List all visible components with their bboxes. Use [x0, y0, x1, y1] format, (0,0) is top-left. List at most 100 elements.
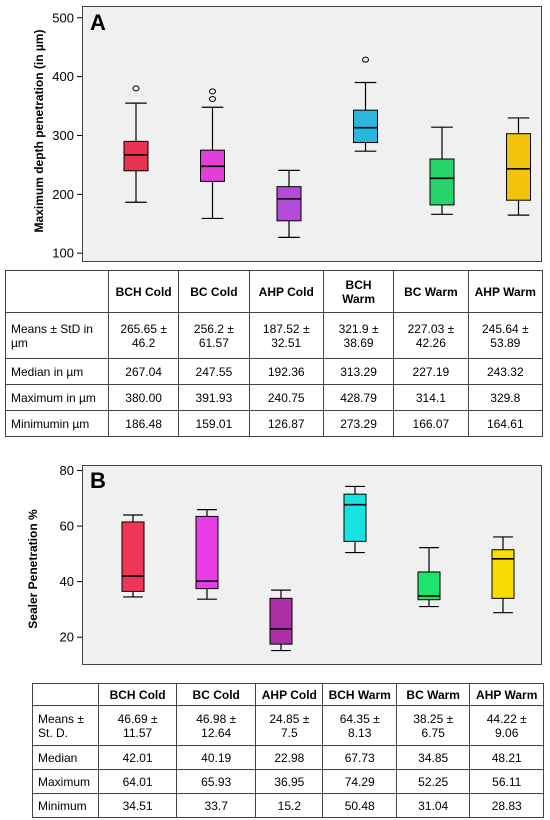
table-cell: 28.83 [469, 793, 544, 818]
row-label: Means ± StD in µm [5, 312, 109, 359]
table-b-header-cell: AHP Warm [469, 683, 544, 706]
box-ahp-warm [506, 133, 531, 201]
table-cell: 313.29 [322, 358, 395, 385]
table-cell: 227.03 ± 42.26 [393, 312, 469, 359]
table-cell: 227.19 [393, 358, 469, 385]
table-a-header-cell: BCH Cold [107, 270, 180, 313]
table-cell: 40.19 [176, 745, 257, 770]
table-a: BCH Cold BC Cold AHP Cold BCH Warm BC Wa… [5, 270, 544, 437]
table-cell: 391.93 [178, 384, 250, 411]
table-cell: 34.51 [97, 793, 178, 818]
table-row: Maximum 64.01 65.93 36.95 74.29 52.25 56… [32, 769, 544, 794]
table-cell: 48.21 [469, 745, 544, 770]
table-cell: 31.04 [395, 793, 471, 818]
table-cell: 44.22 ± 9.06 [469, 705, 544, 746]
table-cell: 33.7 [176, 793, 257, 818]
table-b-header-cell [32, 683, 99, 706]
box-bch-cold [121, 521, 145, 592]
outlier-point [209, 95, 216, 102]
table-a-header-cell: AHP Warm [467, 270, 544, 313]
table-cell: 267.04 [107, 358, 180, 385]
outlier-point [209, 88, 216, 95]
table-row: Means ± StD in µm 265.65 ± 46.2 256.2 ± … [5, 312, 544, 359]
row-label: Median in µm [5, 358, 109, 385]
table-cell: 164.61 [467, 410, 544, 437]
table-cell: 42.01 [97, 745, 178, 770]
outlier-point [132, 85, 140, 92]
table-a-header-cell: BC Cold [178, 270, 250, 313]
y-tick-label: 400 [52, 69, 74, 84]
table-cell: 15.2 [255, 793, 324, 818]
table-b-header-cell: BC Cold [176, 683, 257, 706]
table-row: Minimum 34.51 33.7 15.2 50.48 31.04 28.8… [32, 793, 544, 818]
table-cell: 428.79 [322, 384, 395, 411]
table-row: Minimumin µm 186.48 159.01 126.87 273.29… [5, 410, 544, 437]
y-tick-label: 80 [60, 463, 74, 478]
table-cell: 56.11 [469, 769, 544, 794]
table-cell: 240.75 [248, 384, 324, 411]
table-a-header-cell: BC Warm [393, 270, 469, 313]
table-cell: 46.69 ± 11.57 [97, 705, 178, 746]
table-b-header-cell: BCH Warm [322, 683, 397, 706]
table-cell: 36.95 [255, 769, 324, 794]
box-bc-warm [429, 158, 455, 206]
table-cell: 50.48 [322, 793, 397, 818]
box-bc-cold [195, 515, 219, 590]
box-bch-warm [353, 109, 378, 144]
table-cell: 38.25 ± 6.75 [395, 705, 471, 746]
row-label: Maximum in µm [5, 384, 109, 411]
table-cell: 245.64 ± 53.89 [467, 312, 544, 359]
row-label: Maximum [32, 769, 99, 794]
y-tick-label: 500 [52, 10, 74, 25]
table-cell: 166.07 [393, 410, 469, 437]
table-b-header-cell: BC Warm [395, 683, 471, 706]
table-cell: 65.93 [176, 769, 257, 794]
table-cell: 256.2 ± 61.57 [178, 312, 250, 359]
table-cell: 243.32 [467, 358, 544, 385]
table-b-header-cell: BCH Cold [97, 683, 178, 706]
table-a-header-row: BCH Cold BC Cold AHP Cold BCH Warm BC Wa… [5, 270, 544, 313]
row-label: Means ± St. D. [32, 705, 99, 746]
table-cell: 64.01 [97, 769, 178, 794]
table-a-header-cell: BCH Warm [322, 270, 395, 313]
table-b-header-cell: AHP Cold [255, 683, 324, 706]
chart-b-panel-label: B [90, 468, 106, 493]
table-a-header-cell [5, 270, 109, 313]
table-row: Means ± St. D. 46.69 ± 11.57 46.98 ± 12.… [32, 705, 544, 746]
table-row: Maximum in µm 380.00 391.93 240.75 428.7… [5, 384, 544, 411]
table-cell: 126.87 [248, 410, 324, 437]
box-ahp-cold [276, 186, 302, 222]
y-tick-label: 200 [52, 187, 74, 202]
y-tick-label: 60 [60, 519, 74, 534]
box-bch-warm [343, 493, 367, 542]
table-cell: 159.01 [178, 410, 250, 437]
chart-b-plot-area [82, 465, 542, 665]
outlier-point [362, 56, 369, 63]
table-cell: 67.73 [322, 745, 397, 770]
table-b: BCH Cold BC Cold AHP Cold BCH Warm BC Wa… [32, 683, 544, 818]
y-tick-label: 20 [60, 630, 74, 645]
table-cell: 380.00 [107, 384, 180, 411]
chart-a-panel-label: A [90, 10, 106, 35]
table-cell: 192.36 [248, 358, 324, 385]
table-cell: 22.98 [255, 745, 324, 770]
table-cell: 265.65 ± 46.2 [107, 312, 180, 359]
table-cell: 186.48 [107, 410, 180, 437]
table-cell: 187.52 ± 32.51 [248, 312, 324, 359]
y-tick-label: 100 [52, 246, 74, 261]
table-row: Median 42.01 40.19 22.98 67.73 34.85 48.… [32, 745, 544, 770]
table-b-header-row: BCH Cold BC Cold AHP Cold BCH Warm BC Wa… [32, 683, 544, 706]
table-cell: 314.1 [393, 384, 469, 411]
row-label: Minimum [32, 793, 99, 818]
chart-a-plot-area [82, 6, 542, 262]
box-ahp-cold [269, 597, 293, 645]
y-tick-label: 40 [60, 574, 74, 589]
table-cell: 64.35 ± 8.13 [322, 705, 397, 746]
box-bch-cold [123, 140, 149, 172]
table-cell: 74.29 [322, 769, 397, 794]
row-label: Minimumin µm [5, 410, 109, 437]
y-tick-label: 300 [52, 128, 74, 143]
box-ahp-warm [491, 549, 515, 599]
table-cell: 52.25 [395, 769, 471, 794]
